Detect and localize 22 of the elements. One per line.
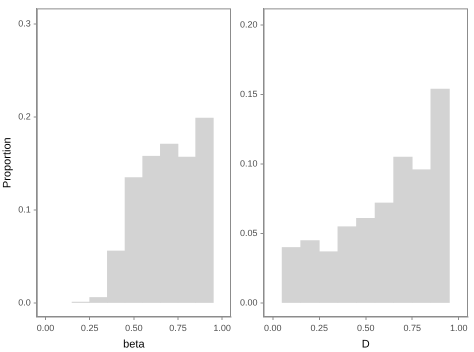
y-tick-label: 0.15 <box>240 89 258 100</box>
x-tick-label: 0.50 <box>356 322 375 333</box>
x-axis-title: D <box>362 338 370 350</box>
y-tick-label: 0.2 <box>18 112 31 122</box>
x-tick-label: 0.75 <box>403 322 421 333</box>
y-tick-label: 0.10 <box>240 158 258 169</box>
y-tick-label: 0.00 <box>240 298 258 308</box>
x-tick-label: 0.00 <box>36 322 54 333</box>
x-tick-label: 0.50 <box>125 322 143 333</box>
y-tick-label: 0.20 <box>240 20 258 30</box>
x-tick-label: 1.00 <box>450 322 468 333</box>
x-axis-title: beta <box>123 338 146 350</box>
y-tick-label: 0.1 <box>18 204 31 215</box>
x-tick-label: 0.00 <box>264 322 282 333</box>
y-tick-label: 0.3 <box>18 18 31 29</box>
x-tick-label: 0.25 <box>310 322 328 333</box>
y-tick-label: 0.05 <box>240 228 258 238</box>
x-tick-label: 1.00 <box>213 322 231 333</box>
x-tick-label: 0.75 <box>169 322 187 333</box>
x-tick-label: 0.25 <box>80 322 98 333</box>
y-tick-label: 0.0 <box>18 298 31 308</box>
y-axis-title: Proportion <box>2 137 14 188</box>
